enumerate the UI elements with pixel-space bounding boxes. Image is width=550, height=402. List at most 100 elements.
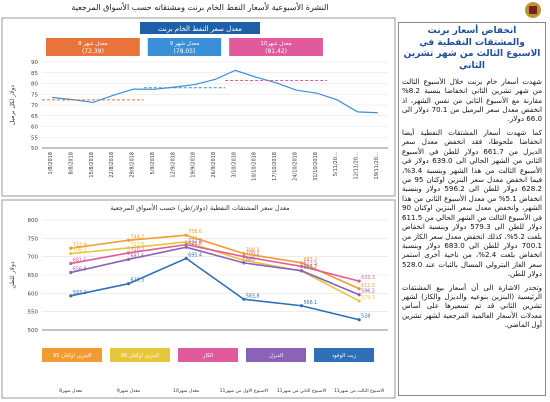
paragraph: شهدت أسعار خام برنت خلال الأسبوع الثالث … (402, 76, 542, 124)
x-tick-label: 8/8/2018 (69, 152, 75, 174)
x-tick-label: معدل شهر8 (59, 388, 83, 394)
average-box (229, 38, 323, 56)
point (184, 233, 188, 237)
average-name: معدل شهر 9 (170, 41, 200, 47)
value-label: 758.6 (188, 229, 202, 235)
point (242, 297, 246, 301)
average-box (147, 38, 222, 56)
legend-label: زيت الوقود (332, 353, 357, 359)
point (126, 282, 131, 286)
legend-label: البنزين اوكتان 90 (121, 352, 159, 359)
x-tick-label: 31/10/2018 (313, 152, 319, 181)
x-tick-label: 26/9/2018 (211, 152, 217, 178)
point (299, 264, 304, 268)
point (299, 261, 304, 265)
y-tick-label: 60 (31, 125, 38, 131)
value-label: 700.1 (246, 251, 260, 257)
series-line (70, 234, 360, 290)
point (69, 270, 73, 275)
value-label: 725.8 (188, 241, 202, 247)
legend-label: الكاز (202, 352, 213, 359)
x-tick-label: 5/9/2018 (150, 152, 156, 174)
x-tick-label: الاسبوع الثاني من شهر11 (277, 388, 327, 394)
value-label: 633.3 (361, 275, 375, 281)
point (69, 246, 73, 250)
point (69, 252, 73, 256)
point (242, 258, 246, 262)
value-label: 722.9 (73, 242, 87, 248)
average-value: (78.05) (174, 48, 196, 55)
series-line (70, 246, 360, 296)
legend-swatch (246, 348, 306, 362)
paragraph: وتجدر الاشارة الى أن أسعار بيع المشتقات … (402, 282, 542, 330)
x-tick-label: 15/8/2018 (89, 152, 95, 178)
y-tick-label: 90 (31, 60, 38, 66)
value-label: 528 (361, 314, 370, 320)
value-label: 683.2 (304, 257, 318, 263)
x-tick-label: معدل شهر9 (117, 388, 141, 394)
y-tick-label: 70 (31, 103, 38, 109)
point (184, 240, 188, 244)
average-name: معدل شهر10 (260, 41, 291, 47)
y-tick-label: 700 (28, 255, 39, 261)
value-label: 732.8 (188, 239, 202, 245)
y-tick-label: 55 (31, 135, 38, 141)
value-label: 692.6 (131, 253, 145, 259)
y-tick-label: 50 (31, 146, 38, 152)
point (184, 245, 188, 249)
value-label: 710.2 (131, 247, 145, 253)
title-box (140, 22, 260, 34)
value-label: 681.5 (73, 257, 87, 263)
value-label: 593.2 (73, 290, 87, 296)
x-tick-label: 3/10/2018 (231, 152, 237, 178)
y-tick-label: 550 (28, 310, 39, 316)
charts: النشرة الأسبوعية لأسعار النفط الخام برنت… (1, 2, 396, 399)
y-tick-label: 80 (31, 82, 38, 88)
point (242, 255, 246, 259)
value-label: 626.3 (131, 278, 145, 284)
y-tick-label: 75 (31, 92, 38, 98)
value-label: 740 (188, 236, 197, 242)
x-tick-label: 19/9/2018 (191, 152, 197, 178)
y-tick-label: 800 (28, 218, 39, 224)
value-label: 683 (246, 257, 255, 263)
value-label: 673.5 (304, 260, 318, 266)
paragraph: كما شهدت أسعار المشتقات النفطية أيضا انخ… (402, 127, 543, 279)
point (126, 251, 131, 255)
y-tick-label: 600 (28, 291, 39, 297)
value-label: 656.8 (73, 267, 87, 273)
value-label: 723.8 (131, 242, 145, 248)
page-title: النشرة الأسبوعية لأسعار النفط الخام برنت… (71, 2, 328, 12)
x-tick-label: 29/8/2018 (130, 152, 136, 178)
point (242, 252, 246, 256)
average-value: (72.39) (82, 48, 104, 55)
point (357, 293, 361, 297)
legend-label: الديزل (269, 353, 283, 359)
x-tick-label: 22/8/2018 (109, 152, 115, 178)
legend-swatch (178, 348, 238, 362)
point (184, 256, 188, 260)
value-label: 708.3 (73, 248, 87, 254)
point (357, 318, 361, 322)
y-axis-label: دولار للطن (9, 261, 16, 288)
x-tick-label: 12/11/20… (353, 152, 359, 179)
value-label: 612.5 (361, 283, 375, 289)
series-line (52, 69, 378, 114)
y-tick-label: 65 (31, 114, 38, 120)
series-line (70, 243, 360, 282)
point (69, 294, 73, 298)
point (242, 261, 246, 265)
point (357, 287, 361, 291)
point (357, 279, 361, 283)
headline: انخفاض أسعار برنت والمشتقات النفطية في ا… (403, 26, 541, 72)
legend-label: البنزين اوكتان 95 (53, 352, 91, 359)
point (126, 238, 131, 242)
y-tick-label: 85 (31, 71, 38, 77)
x-tick-label: 19/11/20… (374, 152, 380, 179)
legend-swatch (314, 348, 374, 362)
x-tick-label: معدل شهر10 (173, 388, 200, 394)
average-value: (81.42) (265, 48, 287, 55)
value-label: 566.1 (304, 300, 318, 306)
y-tick-label: 650 (28, 273, 39, 279)
